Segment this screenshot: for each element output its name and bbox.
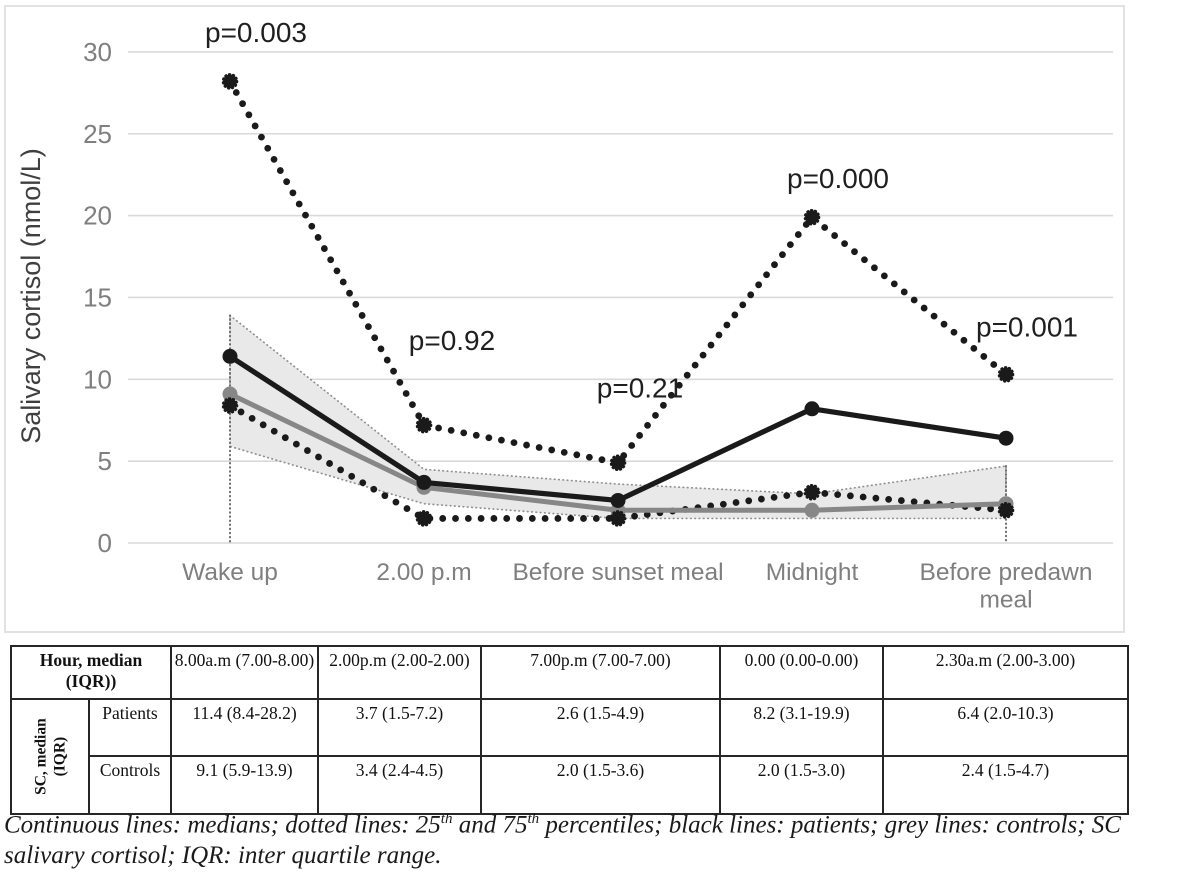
table-row-controls: Controls 9.1 (5.9-13.9) 3.4 (2.4-4.5) 2.… [11, 754, 1130, 816]
table-cell-hour: 8.00a.m (7.00-8.00) [170, 645, 320, 700]
figure-caption: Continuous lines: medians; dotted lines:… [4, 810, 1196, 871]
table-cell-value: 3.7 (1.5-7.2) [317, 698, 483, 757]
patients-percentile-marker [803, 208, 821, 226]
y-tick-label: 15 [83, 282, 112, 312]
table-cell-hour: 2.30a.m (2.00-3.00) [882, 645, 1130, 700]
cortisol-line-chart: 0 5 10 15 20 25 30 Wake up 2.00 p.m Before sunset… [4, 5, 1125, 633]
table-cell-hour: 7.00p.m (7.00-7.00) [480, 645, 722, 700]
patients-median-marker [416, 474, 432, 490]
chart-frame [4, 5, 1125, 633]
patients-median-marker [998, 430, 1014, 446]
p-value-annotation: p=0.001 [976, 312, 1078, 343]
controls-median-marker [804, 502, 820, 518]
y-tick-label: 0 [98, 528, 112, 558]
table-cell-value: 8.2 (3.1-19.9) [719, 698, 885, 757]
caption-line-2: salivary cortisol; IQR: inter quartile r… [4, 841, 442, 869]
caption-text: Continuous lines: medians; dotted lines:… [4, 811, 441, 839]
patients-percentile-marker [415, 416, 433, 434]
patients-median-marker [804, 401, 820, 417]
p-value-annotations: p=0.003 p=0.92 p=0.21 p=0.000 p=0.001 [205, 17, 1078, 403]
patients-percentile-marker [221, 73, 239, 90]
table-row-hours: Hour, median (IQR)) 8.00a.m (7.00-8.00) … [9, 645, 1130, 700]
x-category-label: 2.00 p.m [376, 559, 471, 586]
y-tick-label: 5 [98, 446, 112, 476]
patients-percentile-marker [221, 397, 239, 414]
rotated-label-line1: SC, median [32, 718, 50, 795]
patients-percentile-marker [997, 366, 1015, 383]
patients-percentile-dotted-line [226, 402, 1010, 522]
table-cell-value: 3.4 (2.4-4.5) [317, 754, 483, 816]
table-cell-value: 6.4 (2.0-10.3) [882, 698, 1130, 757]
table-group-label: SC, median (IQR) [10, 698, 90, 815]
y-tick-labels: 0 5 10 15 20 25 30 [83, 37, 112, 558]
row-label-controls: Controls [87, 754, 173, 816]
controls-iqr-band [230, 315, 1006, 519]
table-corner-label: Hour, median (IQR)) [9, 645, 173, 700]
y-tick-label: 10 [83, 364, 112, 394]
table-cell-hour: 2.00p.m (2.00-2.00) [317, 645, 483, 700]
table-cell-value: 9.1 (5.9-13.9) [170, 754, 320, 816]
table-cell-value: 2.4 (1.5-4.7) [882, 754, 1130, 816]
table-cell-value: 11.4 (8.4-28.2) [170, 698, 320, 757]
x-category-label: meal [979, 587, 1032, 614]
rotated-label-box: SC, median (IQR) [13, 701, 87, 812]
patients-percentile-marker [803, 483, 821, 501]
y-tick-label: 25 [83, 119, 112, 149]
patients-percentile-marker [609, 454, 627, 472]
table-row-patients: SC, median (IQR) Patients 11.4 (8.4-28.2… [10, 698, 1130, 815]
row-label-patients: Patients [87, 698, 173, 757]
summary-table: Hour, median (IQR)) 8.00a.m (7.00-8.00) … [9, 645, 1130, 816]
p-value-annotation: p=0.92 [409, 325, 495, 356]
x-category-label: Before predawn [920, 559, 1093, 586]
patients-median-marker [222, 348, 238, 364]
table-cell-hour: 0.00 (0.00-0.00) [719, 645, 885, 700]
table-cell-value: 2.6 (1.5-4.9) [480, 698, 722, 757]
controls-iqr-band-edge [229, 313, 1007, 520]
p-value-annotation: p=0.003 [205, 17, 307, 48]
x-category-label: Before sunset meal [512, 559, 723, 586]
y-axis-title: Salivary cortisol (nmol/L) [16, 148, 46, 444]
caption-sup: th [440, 811, 453, 827]
caption-sup: th [527, 811, 540, 827]
controls-median-marker [222, 386, 238, 402]
p-value-annotation: p=0.000 [787, 163, 889, 194]
p-value-annotation: p=0.21 [597, 372, 683, 403]
caption-text: and 75 [452, 811, 528, 839]
table-cell-value: 2.0 (1.5-3.0) [719, 754, 885, 816]
patients-percentile-marker [609, 510, 627, 527]
patients-percentile-marker [415, 510, 433, 527]
caption-line-1: Continuous lines: medians; dotted lines:… [4, 810, 1196, 841]
cortisol-chart-svg: 0 5 10 15 20 25 30 Wake up 2.00 p.m Before sunset… [4, 5, 1125, 633]
rotated-label-line2: (IQR) [51, 736, 68, 777]
x-category-label: Wake up [182, 559, 278, 586]
table-cell-value: 2.0 (1.5-3.6) [480, 754, 722, 816]
patients-median-marker [610, 492, 626, 508]
patients-percentile-marker [997, 501, 1015, 519]
y-tick-label: 20 [83, 201, 112, 231]
caption-text: percentiles; black lines: patients; grey… [539, 811, 1121, 839]
rotated-label-text: SC, median (IQR) [32, 718, 69, 795]
y-tick-label: 30 [83, 37, 112, 67]
x-category-labels: Wake up 2.00 p.m Before sunset meal Midnigh… [182, 559, 1092, 614]
patients-percentile-dotted-line [226, 77, 1010, 467]
x-category-label: Midnight [766, 559, 859, 586]
